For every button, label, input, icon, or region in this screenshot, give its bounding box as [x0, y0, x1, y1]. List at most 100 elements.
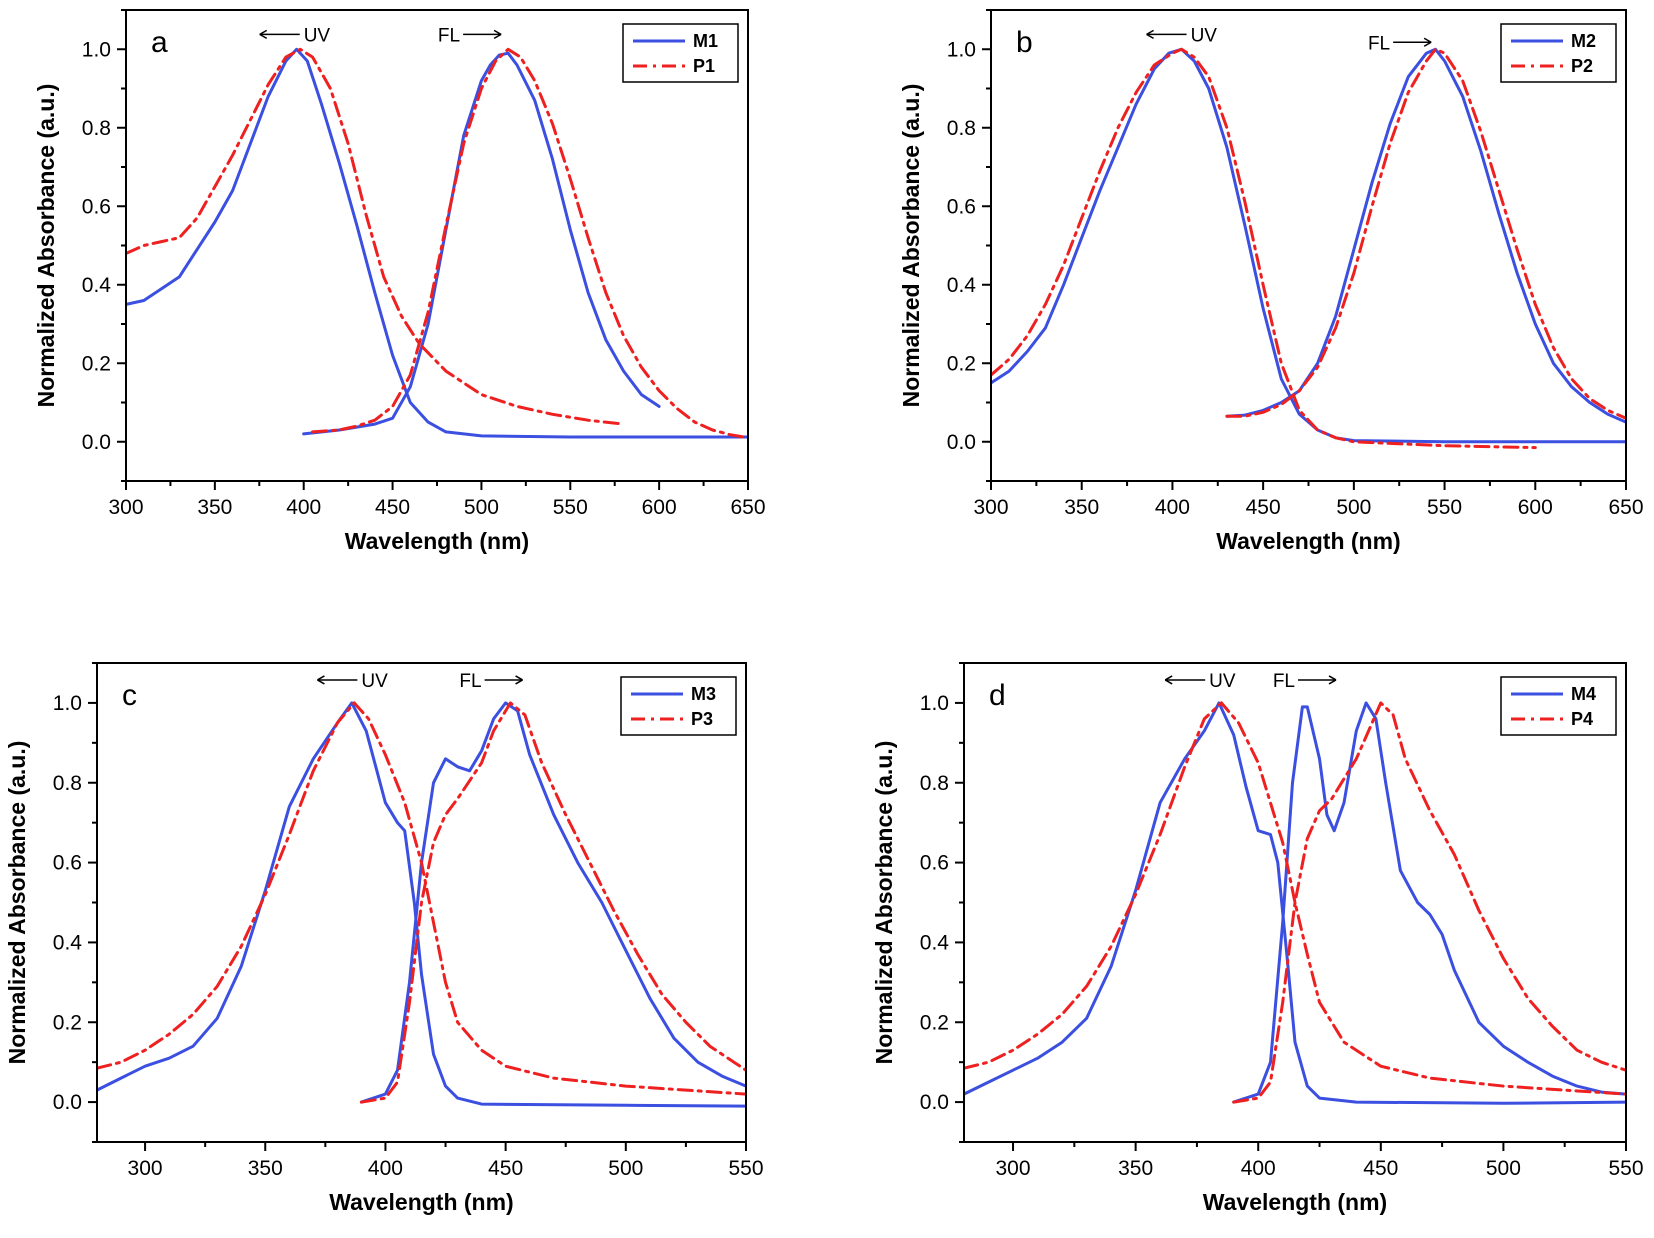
y-tick-label: 1.0 — [82, 38, 111, 61]
x-tick-label: 350 — [197, 496, 232, 519]
legend-label: M4 — [1571, 684, 1596, 704]
annotation-uv: UV — [317, 671, 388, 692]
y-tick-label: 1.0 — [53, 692, 82, 715]
arrow-head — [317, 675, 325, 685]
annotation-fl: FL — [438, 25, 502, 46]
y-axis-title: Normalized Absorbance (a.u.) — [33, 84, 59, 408]
panel-label: a — [151, 26, 168, 59]
annotation-text: FL — [1368, 33, 1390, 54]
x-tick-label: 450 — [488, 1157, 523, 1180]
x-axis-title: Wavelength (nm) — [1203, 1189, 1387, 1215]
series-line-curve-1 — [302, 51, 661, 436]
legend-label: P4 — [1571, 709, 1593, 729]
arrow-head — [1164, 675, 1173, 685]
chart-panel-a: 300 350 400 450 500 550 600 650 0.0 0.2 0.4 0.6 0.8 1… — [33, 9, 766, 554]
annotation-uv: UV — [259, 25, 330, 46]
y-axis-title: Normalized Absorbance (a.u.) — [4, 741, 30, 1065]
y-tick-label: 0.6 — [947, 195, 976, 218]
legend-box — [1500, 23, 1617, 83]
legend-box — [620, 676, 737, 736]
series-line-curve-1 — [1232, 701, 1626, 1104]
y-tick-label: 0.8 — [920, 772, 949, 795]
y-tick-label: 0.6 — [82, 195, 111, 218]
y-tick-label: 0.6 — [53, 852, 82, 875]
annotation-text: UV — [1209, 671, 1236, 692]
y-tick-label: 0.0 — [82, 431, 111, 454]
x-tick-label: 400 — [1241, 1157, 1276, 1180]
x-tick-label: 500 — [464, 496, 499, 519]
y-axis-title: Normalized Absorbance (a.u.) — [871, 741, 897, 1065]
chart-panel-d: 300 350 400 450 500 550 0.0 0.2 0.4 0.6 0.8 1.0 Wave… — [871, 662, 1644, 1215]
panel-label: c — [122, 679, 137, 712]
annotation-fl: FL — [1273, 671, 1337, 692]
legend-label: M3 — [691, 684, 716, 704]
y-tick-label: 0.4 — [947, 274, 977, 297]
series-line-p4 — [964, 701, 1626, 1096]
annotation-uv: UV — [1146, 25, 1217, 46]
x-tick-label: 300 — [973, 496, 1008, 519]
series-line-curve-1 — [359, 701, 746, 1104]
plot-area — [126, 47, 748, 440]
annotation-fl: FL — [459, 671, 523, 692]
x-tick-label: 600 — [1518, 496, 1553, 519]
x-tick-label: 650 — [730, 496, 765, 519]
x-axis-title: Wavelength (nm) — [329, 1189, 513, 1215]
x-tick-label: 350 — [248, 1157, 283, 1180]
annotation-text: FL — [438, 25, 460, 46]
y-tick-label: 0.8 — [53, 772, 82, 795]
arrow-head — [1146, 29, 1154, 40]
annotation-fl: FL — [1368, 33, 1432, 54]
y-tick-label: 0.0 — [53, 1091, 82, 1114]
y-tick-label: 0.6 — [920, 852, 949, 875]
series-line-m3 — [97, 701, 746, 1108]
x-tick-label: 300 — [108, 496, 143, 519]
annotation-text: UV — [361, 671, 388, 692]
y-tick-label: 1.0 — [920, 692, 949, 715]
legend-box — [622, 23, 739, 83]
legend-label: P2 — [1571, 56, 1593, 76]
y-tick-label: 0.4 — [53, 931, 83, 954]
x-tick-label: 350 — [1118, 1157, 1153, 1180]
series-line-m1 — [126, 47, 748, 439]
x-tick-label: 400 — [1155, 496, 1190, 519]
annotation-text: FL — [1273, 671, 1295, 692]
y-tick-label: 1.0 — [947, 38, 976, 61]
arrow-head — [1423, 37, 1432, 47]
chart-panel-c: 300 350 400 450 500 550 0.0 0.2 0.4 0.6 0.8 1.0 Wave… — [4, 662, 764, 1215]
legend-label: P3 — [691, 709, 713, 729]
y-tick-label: 0.2 — [920, 1011, 949, 1034]
x-tick-label: 550 — [553, 496, 588, 519]
plot-area — [97, 701, 746, 1108]
annotation-text: FL — [459, 671, 481, 692]
plot-area — [991, 47, 1626, 450]
y-axis-title: Normalized Absorbance (a.u.) — [898, 84, 924, 408]
y-tick-label: 0.0 — [920, 1091, 949, 1114]
y-tick-label: 0.4 — [82, 274, 112, 297]
arrow-head — [515, 675, 523, 685]
series-line-p2 — [991, 47, 1537, 450]
annotation-uv: UV — [1164, 671, 1236, 692]
legend-box — [1500, 676, 1617, 736]
x-tick-label: 300 — [128, 1157, 163, 1180]
x-tick-label: 400 — [368, 1157, 403, 1180]
x-tick-label: 550 — [1608, 1157, 1643, 1180]
x-tick-label: 450 — [1246, 496, 1281, 519]
x-tick-label: 400 — [286, 496, 321, 519]
series-line-curve-3 — [1232, 701, 1626, 1104]
arrow-head — [1328, 675, 1337, 685]
plot-area — [964, 701, 1626, 1105]
x-tick-label: 500 — [1336, 496, 1371, 519]
x-tick-label: 550 — [728, 1157, 763, 1180]
legend-label: M1 — [693, 31, 718, 51]
series-line-curve-3 — [359, 701, 746, 1104]
series-line-p3 — [97, 701, 746, 1096]
legend-label: M2 — [1571, 31, 1596, 51]
x-tick-label: 650 — [1608, 496, 1643, 519]
x-tick-label: 600 — [642, 496, 677, 519]
chart-panel-b: 300 350 400 450 500 550 600 650 0.0 0.2 0.4 0.6 0.8 1… — [898, 9, 1644, 554]
